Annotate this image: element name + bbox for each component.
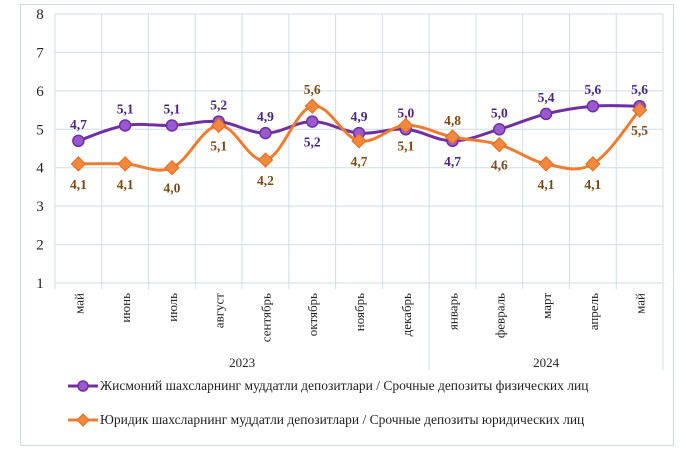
data-point-diamond	[585, 156, 601, 172]
data-point-diamond	[444, 129, 461, 145]
legend-label-individuals: Жисмоний шахсларнинг муддатли депозитлар…	[100, 378, 589, 393]
y-tick-label: 2	[36, 238, 44, 254]
data-point-circle	[259, 126, 272, 140]
data-label: 4,9	[257, 109, 274, 124]
data-point-diamond	[538, 156, 554, 172]
group-label-2023: 2023	[229, 355, 255, 370]
data-label: 5,1	[117, 101, 134, 116]
data-point-circle	[165, 119, 179, 132]
data-point-diamond	[164, 160, 180, 176]
data-label: 4,0	[163, 181, 180, 196]
data-point-diamond	[351, 133, 367, 149]
data-label: 5,6	[304, 82, 321, 97]
data-point-circle	[586, 99, 600, 113]
x-tick-label: февраль	[492, 293, 507, 338]
data-point-diamond	[70, 156, 87, 172]
y-tick-label: 8	[36, 7, 44, 23]
data-point-diamond	[257, 152, 274, 168]
data-label: 5,5	[631, 123, 648, 138]
data-label: 5,0	[491, 105, 508, 120]
data-point-diamond	[491, 136, 508, 153]
legend-diamond-marker-icon	[68, 413, 98, 427]
legend-item-legal-entities: Юридик шахсларнинг муддатли депозитлари …	[68, 412, 584, 428]
data-label: 4,2	[257, 173, 274, 188]
data-label: 5,1	[163, 101, 180, 116]
x-tick-label: июль	[165, 293, 180, 322]
data-point-diamond	[304, 98, 320, 114]
data-point-circle	[305, 115, 319, 128]
y-tick-label: 4	[36, 161, 44, 177]
y-tick-label: 1	[36, 276, 44, 292]
data-point-circle	[539, 107, 553, 121]
data-label: 5,0	[397, 105, 414, 120]
data-point-circle	[118, 119, 132, 132]
x-tick-label: май	[633, 293, 648, 314]
data-label: 4,7	[351, 154, 368, 169]
data-point-circle	[493, 123, 506, 136]
y-tick-label: 3	[36, 199, 44, 215]
data-label: 5,1	[397, 138, 414, 153]
x-tick-label: январь	[446, 293, 461, 330]
data-label: 4,8	[444, 113, 461, 128]
y-tick-label: 5	[36, 122, 44, 138]
data-label: 5,1	[210, 138, 227, 153]
data-label: 4,1	[584, 177, 601, 192]
data-point-diamond	[398, 117, 414, 134]
x-tick-label: сентябрь	[258, 293, 273, 342]
data-label: 4,1	[117, 177, 134, 192]
chart-frame	[20, 4, 674, 446]
x-tick-label: июнь	[118, 293, 133, 323]
data-label: 5,6	[631, 82, 648, 97]
legend-circle-marker-icon	[68, 380, 98, 392]
x-tick-label: май	[71, 293, 86, 314]
x-tick-label: март	[539, 293, 554, 319]
legend-item-individuals: Жисмоний шахсларнинг муддатли депозитлар…	[68, 378, 588, 394]
group-label-2024: 2024	[533, 355, 560, 370]
data-point-diamond	[631, 102, 648, 118]
data-label: 4,7	[70, 117, 87, 132]
x-tick-label: декабрь	[399, 293, 414, 336]
x-tick-label: август	[212, 293, 227, 329]
legend-label-legal-entities: Юридик шахсларнинг муддатли депозитлари …	[100, 412, 585, 427]
data-label: 4,9	[351, 109, 368, 124]
x-tick-label: апрель	[586, 293, 601, 330]
data-label: 4,1	[538, 177, 555, 192]
data-label: 5,2	[304, 135, 321, 150]
x-tick-label: октябрь	[305, 293, 320, 336]
y-tick-label: 7	[36, 45, 44, 61]
data-label: 5,4	[538, 90, 555, 105]
data-label: 4,1	[70, 177, 87, 192]
y-tick-label: 6	[36, 84, 44, 100]
x-tick-label: ноябрь	[352, 293, 367, 331]
data-point-diamond	[117, 156, 133, 172]
data-label: 5,2	[210, 98, 227, 113]
data-point-circle	[72, 134, 85, 148]
data-label: 4,6	[491, 158, 508, 173]
data-point-diamond	[210, 117, 227, 134]
data-label: 5,6	[584, 82, 601, 97]
data-label: 4,7	[444, 154, 461, 169]
